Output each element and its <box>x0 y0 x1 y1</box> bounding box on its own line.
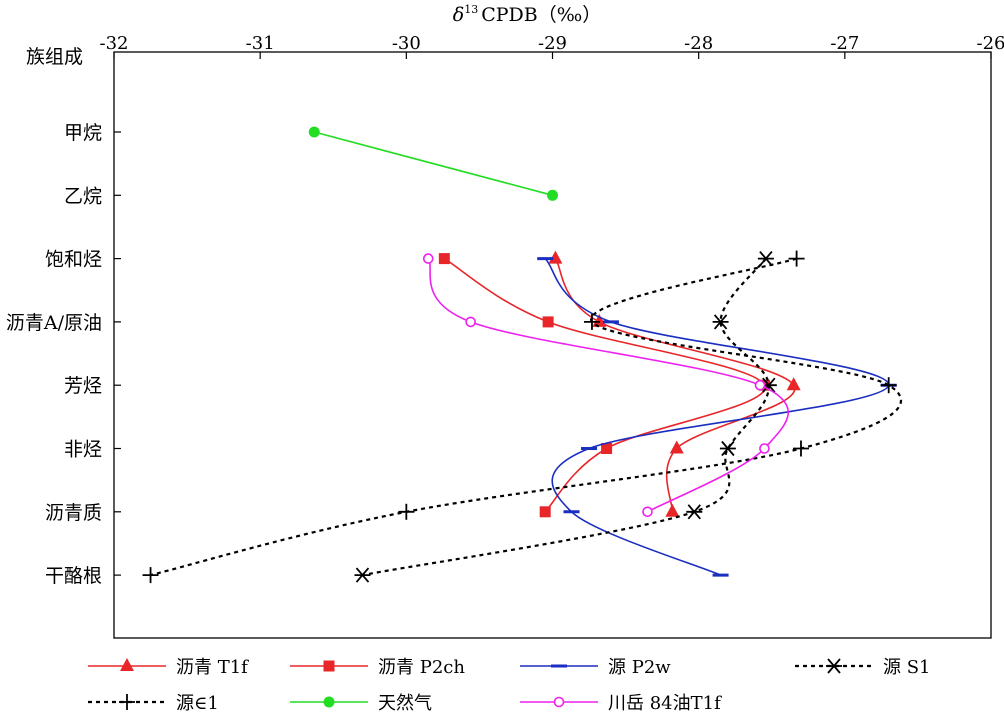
data-point <box>539 506 551 518</box>
y-category-label: 甲烷 <box>64 122 102 144</box>
plot-area <box>113 51 992 639</box>
legend-item: 川岳 84油T1f <box>520 693 722 714</box>
data-point <box>826 658 842 674</box>
data-point <box>308 126 320 138</box>
y-category-label: 饱和烃 <box>45 249 102 271</box>
series-line <box>150 257 902 577</box>
y-category-label: 乙烷 <box>64 185 102 207</box>
data-point <box>422 253 434 264</box>
legend-label: 天然气 <box>378 693 432 714</box>
data-point <box>323 660 335 672</box>
series-line <box>314 131 553 197</box>
x-tick-label: -31 <box>246 33 275 54</box>
data-point <box>553 696 565 708</box>
x-tick-label: -27 <box>830 33 859 54</box>
x-tick-label: -32 <box>100 33 129 54</box>
series-源-S1 <box>354 251 777 583</box>
x-tick-label: -30 <box>392 33 421 54</box>
y-category-label: 芳烃 <box>64 375 102 397</box>
data-point <box>788 250 805 267</box>
legend-label: 川岳 84油T1f <box>608 693 722 714</box>
data-point <box>438 253 450 265</box>
data-point <box>120 658 134 671</box>
data-point <box>548 250 563 264</box>
data-point <box>542 316 554 328</box>
data-point <box>754 379 766 391</box>
data-point <box>119 694 135 710</box>
data-point <box>398 503 415 520</box>
series-源-P2w <box>537 257 897 577</box>
data-point <box>712 314 729 330</box>
y-category-label: 干酪根 <box>45 565 102 587</box>
title-rest: CPDB（‰） <box>481 4 601 26</box>
legend-label: 源∈1 <box>176 693 219 714</box>
series-源∈1 <box>142 250 902 584</box>
x-tick-label: -26 <box>977 33 1004 54</box>
legend-item: 源 S1 <box>795 657 931 678</box>
legend-item: 源 P2w <box>520 657 671 678</box>
legend: 沥青 T1f 沥青 P2ch 源 P2w 源 S1 源∈1 天然气 川岳 84油T1f <box>88 657 931 714</box>
title-symbol: δ <box>453 4 464 26</box>
chart-title: δ13 CPDB（‰） <box>453 3 601 26</box>
data-point <box>354 567 371 583</box>
series-line <box>427 258 789 513</box>
x-tick-label: -28 <box>684 33 713 54</box>
x-tick-label: -29 <box>538 33 567 54</box>
data-point <box>792 440 809 457</box>
x-axis-ticks: -32 -31 -30 -29 -28 -27 -26 <box>100 33 1004 59</box>
series-group <box>142 126 902 584</box>
data-point <box>323 696 335 708</box>
data-point <box>583 313 600 330</box>
data-point <box>142 567 159 584</box>
legend-label: 沥青 P2ch <box>378 657 465 678</box>
data-point <box>880 377 897 394</box>
series-川岳-84油T1f <box>422 253 789 518</box>
series-沥青-T1f <box>548 250 801 517</box>
data-point <box>686 504 703 520</box>
data-point <box>592 313 607 327</box>
legend-item: 沥青 T1f <box>88 657 249 678</box>
legend-item: 沥青 P2ch <box>290 657 465 678</box>
y-category-label: 沥青A/原油 <box>6 312 102 334</box>
y-category-label: 非烃 <box>64 439 102 461</box>
series-天然气 <box>308 126 558 201</box>
data-point <box>665 503 680 517</box>
title-superscript: 13 <box>464 3 478 16</box>
legend-label: 源 S1 <box>883 657 931 678</box>
data-point <box>719 440 736 457</box>
y-category-label: 沥青质 <box>45 502 102 524</box>
data-point <box>642 506 653 518</box>
data-point <box>465 316 476 328</box>
data-point <box>786 377 801 391</box>
data-point <box>759 443 770 454</box>
data-point <box>547 189 558 201</box>
data-point <box>669 440 684 454</box>
data-point <box>757 251 774 267</box>
legend-item: 天然气 <box>290 693 432 714</box>
legend-label: 源 P2w <box>608 657 671 678</box>
y-axis-label: 族组成 <box>26 46 83 68</box>
legend-label: 沥青 T1f <box>176 657 249 678</box>
legend-item: 源∈1 <box>88 693 219 714</box>
data-point <box>601 443 613 454</box>
